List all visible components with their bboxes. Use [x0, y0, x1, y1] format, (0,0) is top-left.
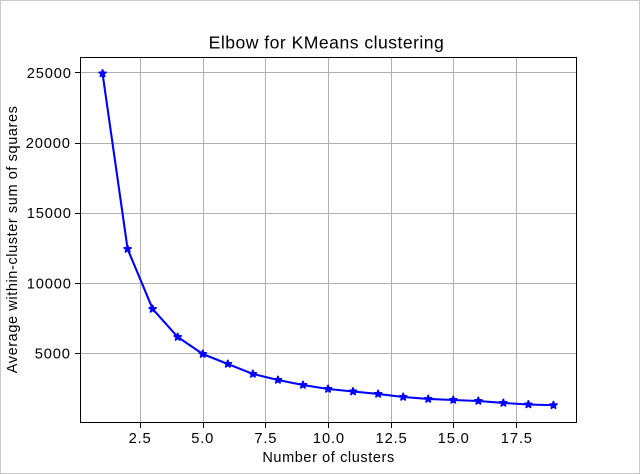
svg-text:Number of clusters: Number of clusters	[262, 450, 394, 466]
svg-text:17.5: 17.5	[501, 431, 533, 447]
svg-text:12.5: 12.5	[376, 431, 408, 447]
svg-text:15.0: 15.0	[438, 431, 470, 447]
svg-text:5.0: 5.0	[191, 431, 214, 447]
svg-text:Average within-cluster sum of: Average within-cluster sum of squares	[5, 106, 21, 374]
svg-text:10.0: 10.0	[313, 431, 345, 447]
svg-text:7.5: 7.5	[254, 431, 277, 447]
svg-text:2.5: 2.5	[129, 431, 152, 447]
svg-text:10000: 10000	[27, 276, 72, 292]
svg-text:Elbow for KMeans clustering: Elbow for KMeans clustering	[209, 33, 445, 53]
svg-text:25000: 25000	[27, 66, 72, 82]
svg-text:20000: 20000	[26, 136, 71, 152]
svg-text:15000: 15000	[27, 206, 72, 222]
svg-text:5000: 5000	[35, 347, 71, 363]
